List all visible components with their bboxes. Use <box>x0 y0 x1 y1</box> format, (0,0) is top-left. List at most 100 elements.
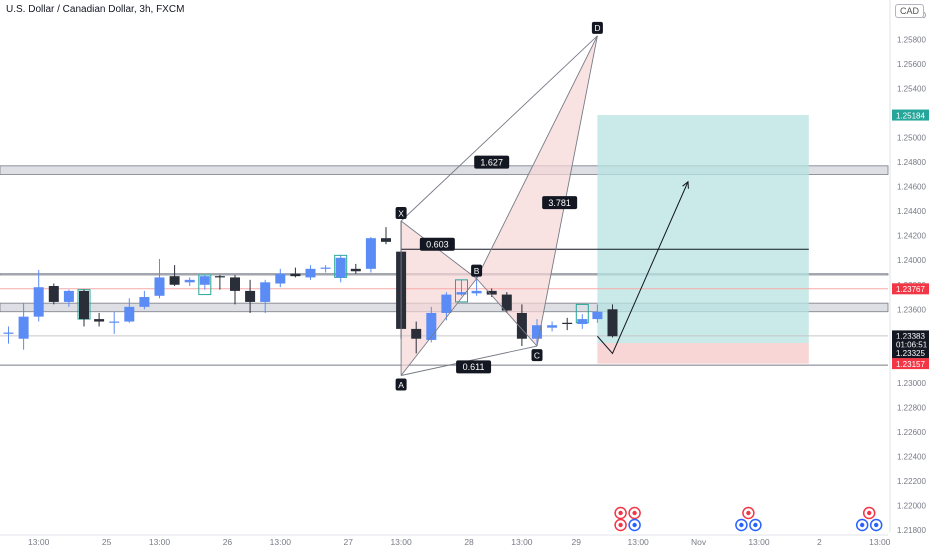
candle-body[interactable] <box>381 238 391 242</box>
candle-body[interactable] <box>48 285 59 302</box>
candle-body[interactable] <box>335 257 346 278</box>
price-tick-label: 1.24600 <box>897 183 926 192</box>
time-tick-label: Nov <box>691 537 707 547</box>
price-tick-label: 1.22400 <box>897 452 926 461</box>
flag-dot <box>739 522 744 528</box>
candle-body[interactable] <box>184 279 195 283</box>
candle-body[interactable] <box>607 309 618 337</box>
candle-body[interactable] <box>592 311 603 320</box>
time-tick-label: 13:00 <box>628 537 650 547</box>
candle-body[interactable] <box>245 290 256 302</box>
candle-body[interactable] <box>169 276 180 285</box>
candle-body[interactable] <box>486 290 497 295</box>
candle-body[interactable] <box>3 332 14 334</box>
pattern-line-bd[interactable] <box>476 35 598 279</box>
position-target-zone[interactable] <box>597 115 809 344</box>
price-tag-1[interactable] <box>892 283 929 295</box>
candle-body[interactable] <box>33 287 44 317</box>
price-tag-3[interactable] <box>892 338 929 350</box>
flag-dot <box>618 522 623 528</box>
price-tag-0[interactable] <box>892 109 929 121</box>
candle-body[interactable] <box>411 328 422 339</box>
price-tick-label: 1.22000 <box>897 501 926 510</box>
candle-body[interactable] <box>426 312 437 340</box>
ratio-label-0: 1.627 <box>480 157 503 167</box>
price-tick-label: 1.22200 <box>897 477 926 486</box>
candle-body[interactable] <box>230 277 240 291</box>
time-tick-label: 26 <box>223 537 233 547</box>
candle-body[interactable] <box>441 294 452 313</box>
candle-body[interactable] <box>260 282 271 302</box>
time-tick-label: 29 <box>572 537 582 547</box>
price-tick-label: 1.24800 <box>897 158 926 167</box>
pattern-point-x-badge[interactable] <box>395 207 407 219</box>
ratio-badge-1[interactable] <box>419 237 455 251</box>
candle-body[interactable] <box>139 297 150 307</box>
pattern-point-d-badge[interactable] <box>591 21 603 34</box>
candle-body[interactable] <box>471 290 482 294</box>
candle-body[interactable] <box>79 290 89 320</box>
time-tick-label: 13:00 <box>511 537 533 547</box>
position-stop-zone[interactable] <box>597 343 809 364</box>
price-tag-label-4: 1.23325 <box>896 349 925 358</box>
candle-body[interactable] <box>63 290 74 302</box>
candle-body[interactable] <box>365 238 376 269</box>
candle-body[interactable] <box>350 268 361 272</box>
candle-body[interactable] <box>456 292 467 295</box>
candle-body[interactable] <box>532 325 542 339</box>
price-tick-label: 1.24400 <box>897 207 926 216</box>
flag-dot <box>867 510 872 516</box>
pattern-line-bc[interactable] <box>476 278 538 347</box>
price-tick-label: 1.25000 <box>897 134 926 143</box>
price-tag-2[interactable] <box>892 330 929 342</box>
pattern-line-ab[interactable] <box>400 278 477 376</box>
pattern-point-b-badge[interactable] <box>471 264 483 277</box>
candle-body[interactable] <box>214 276 225 278</box>
candle-body[interactable] <box>199 276 210 285</box>
candle-body[interactable] <box>18 316 29 339</box>
price-tag-4[interactable] <box>892 347 929 359</box>
candle-body[interactable] <box>290 273 301 277</box>
price-tick-label: 1.22800 <box>897 403 926 412</box>
zone-band-0[interactable] <box>0 165 889 175</box>
candle-body[interactable] <box>320 267 331 269</box>
price-tick-label: 1.25600 <box>897 60 926 69</box>
price-tag-5[interactable] <box>892 358 929 370</box>
flag-dot <box>632 510 637 516</box>
price-tag-label-1: 1.23767 <box>896 285 925 294</box>
pattern-point-a-badge[interactable] <box>395 378 407 391</box>
currency-badge[interactable]: CAD <box>894 4 924 18</box>
pattern-line-cd[interactable] <box>536 35 598 347</box>
time-tick-label: 28 <box>464 537 474 547</box>
candle-body[interactable] <box>275 273 286 284</box>
candle-body[interactable] <box>109 321 120 323</box>
pattern-point-a-label: A <box>398 380 404 390</box>
pattern-point-c-label: C <box>534 350 540 360</box>
candle-body[interactable] <box>124 306 135 322</box>
candle-body[interactable] <box>154 277 165 296</box>
candle-body[interactable] <box>562 322 573 324</box>
candle-body[interactable] <box>516 312 527 339</box>
flag-dot <box>618 510 623 516</box>
time-tick-label: 2 <box>817 537 822 547</box>
ratio-badge-2[interactable] <box>542 196 578 210</box>
ratio-badge-3[interactable] <box>456 360 492 374</box>
candle-body[interactable] <box>305 268 316 278</box>
candle-body[interactable] <box>501 294 512 311</box>
flag-dot <box>753 522 758 528</box>
candle-body[interactable] <box>94 319 105 322</box>
candle-body[interactable] <box>547 325 558 328</box>
time-tick-label: 13:00 <box>748 537 770 547</box>
pattern-point-b-label: B <box>474 266 480 276</box>
price-tick-label: 1.25400 <box>897 85 926 94</box>
pattern-point-c-badge[interactable] <box>531 349 543 362</box>
candle-body[interactable] <box>577 319 588 324</box>
price-tick-label: 1.24200 <box>897 232 926 241</box>
price-tag-label-5: 1.23157 <box>896 360 925 369</box>
projection-path[interactable] <box>597 181 689 355</box>
ratio-badge-0[interactable] <box>474 155 510 169</box>
pattern-line-xd[interactable] <box>400 35 598 222</box>
price-tag-label-2: 1.23383 <box>896 332 925 341</box>
